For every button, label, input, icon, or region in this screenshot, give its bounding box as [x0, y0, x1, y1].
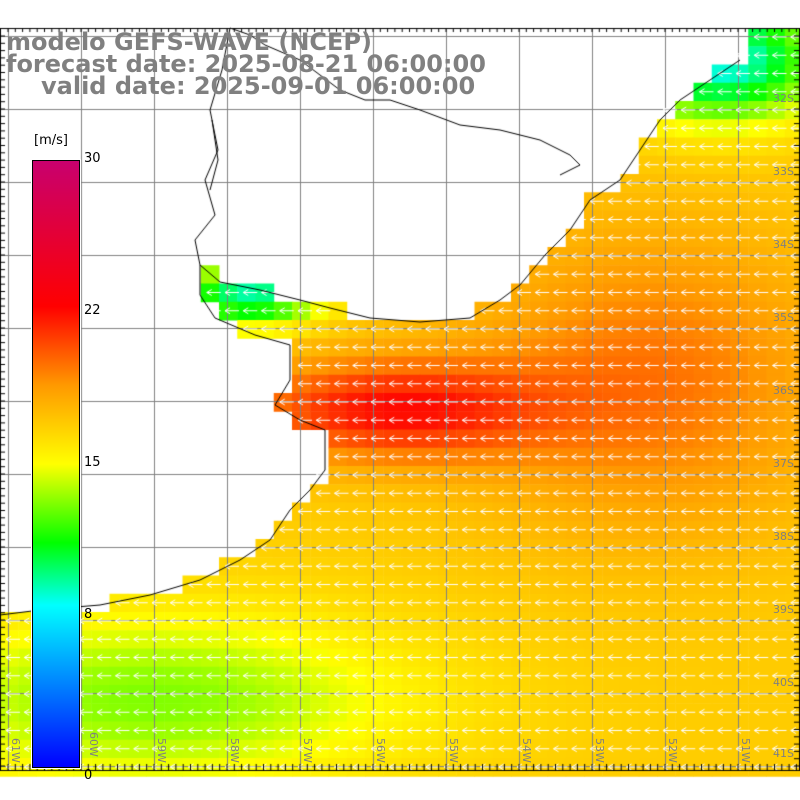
- lon-label: 60W: [87, 732, 100, 757]
- lat-label: 37S: [773, 457, 794, 470]
- colorbar-label-0: 0: [84, 768, 93, 783]
- colorbar-label-15: 15: [84, 455, 101, 470]
- lon-label: 56W: [374, 738, 387, 763]
- lon-label: 53W: [593, 738, 606, 763]
- colorbar-label-30: 30: [84, 151, 101, 166]
- lon-label: 59W: [155, 738, 168, 763]
- lat-label: 35S: [773, 311, 794, 324]
- lon-label: 51W: [739, 738, 752, 763]
- lon-label: 55W: [447, 738, 460, 763]
- model-title: modelo GEFS-WAVE (NCEP): [6, 28, 372, 56]
- lat-label: 39S: [773, 603, 794, 616]
- lon-label: 57W: [301, 738, 314, 763]
- colorbar-label-22: 22: [84, 303, 101, 318]
- lat-label: 36S: [773, 384, 794, 397]
- lat-label: 33S: [773, 165, 794, 178]
- lat-label: 32S: [773, 92, 794, 105]
- forecast-date: forecast date: 2025-08-21 06:00:00: [6, 50, 486, 78]
- colorbar: [31, 159, 81, 769]
- lat-label: 40S: [773, 676, 794, 689]
- lat-label: 41S: [773, 747, 794, 760]
- valid-date: valid date: 2025-09-01 06:00:00: [41, 72, 476, 100]
- lon-label: 61W: [9, 738, 22, 763]
- lon-label: 52W: [666, 738, 679, 763]
- lon-label: 58W: [228, 738, 241, 763]
- lat-label: 38S: [773, 530, 794, 543]
- colorbar-unit: [m/s]: [34, 133, 68, 148]
- lat-label: 34S: [773, 238, 794, 251]
- colorbar-label-8: 8: [84, 607, 93, 622]
- lon-label: 54W: [520, 738, 533, 763]
